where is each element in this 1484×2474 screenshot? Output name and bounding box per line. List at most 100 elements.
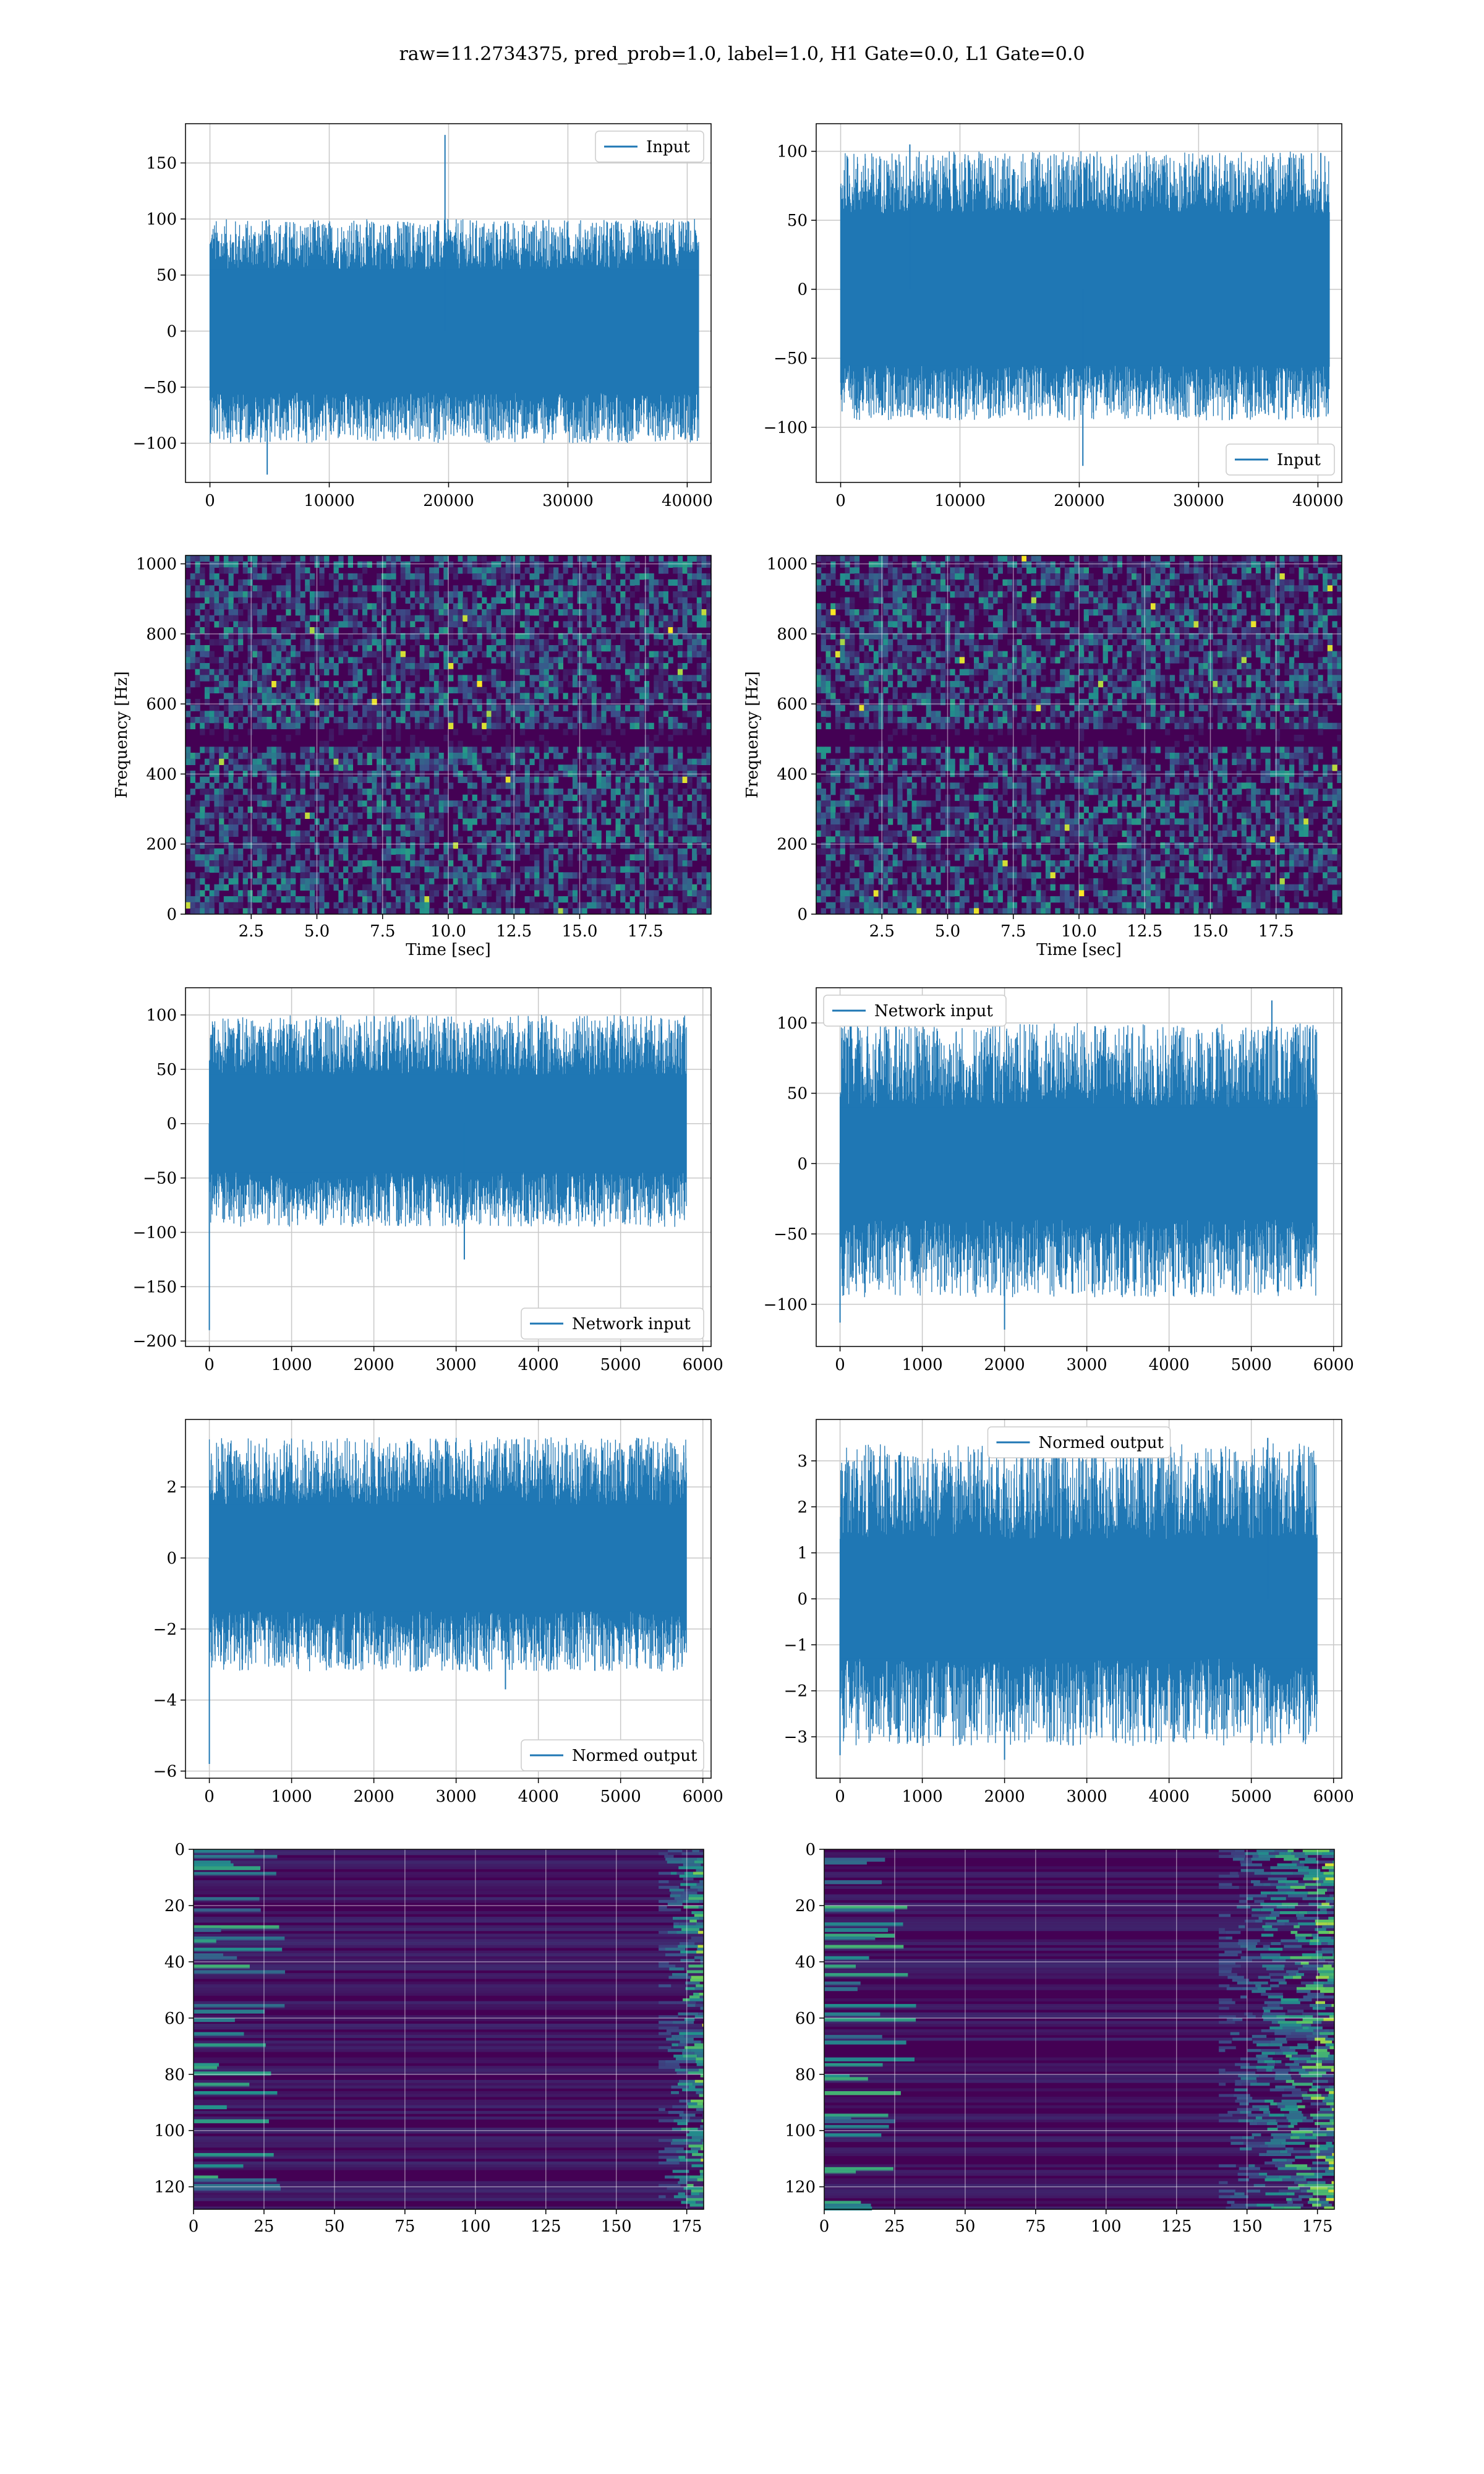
heatmap-cell — [267, 687, 272, 693]
heatmap-cell — [472, 729, 477, 735]
heatmap-cell — [291, 681, 296, 688]
heatmap-cell — [696, 603, 702, 610]
heatmap-cell — [228, 830, 234, 837]
heatmap-cell — [615, 609, 621, 616]
heatmap-cell — [524, 603, 530, 610]
heatmap-cell — [568, 722, 573, 729]
heatmap-cell — [386, 722, 391, 729]
heatmap-cell — [634, 890, 640, 897]
heatmap-cell — [1041, 573, 1046, 580]
heatmap-cell — [582, 681, 587, 688]
heatmap-cell — [558, 842, 563, 849]
heatmap-cell — [591, 758, 597, 765]
heatmap-cell — [869, 591, 874, 598]
heatmap-cell — [1155, 567, 1161, 574]
heatmap-cell — [1026, 609, 1032, 616]
heatmap-cell — [558, 753, 563, 760]
heatmap-cell — [300, 860, 305, 867]
heatmap-cell — [1098, 555, 1104, 562]
heatmap-cell — [271, 872, 277, 879]
heatmap-cell — [692, 800, 697, 807]
heatmap-cell — [453, 771, 458, 777]
heatmap-cell — [314, 842, 320, 849]
heatmap-cell — [352, 609, 358, 616]
heatmap-cell — [524, 800, 530, 807]
heatmap-cell — [448, 675, 454, 682]
heatmap-cell — [267, 711, 272, 717]
heatmap-cell — [357, 693, 363, 700]
heatmap-cell — [687, 615, 693, 622]
heatmap-cell — [539, 651, 545, 657]
heatmap-cell — [267, 818, 272, 825]
heatmap-cell — [204, 591, 210, 598]
heatmap-cell — [190, 717, 195, 724]
heatmap-cell — [209, 704, 215, 711]
heatmap-cell — [433, 681, 440, 688]
heatmap-cell — [878, 621, 884, 628]
heatmap-cell — [348, 807, 353, 813]
heatmap-cell — [659, 824, 664, 831]
heatmap-cell — [491, 711, 497, 717]
heatmap-cell — [553, 597, 559, 604]
heatmap-cell — [821, 561, 826, 568]
heatmap-cell — [271, 866, 277, 873]
heatmap-cell — [1031, 615, 1036, 622]
heatmap-cell — [309, 597, 315, 604]
heatmap-cell — [295, 657, 301, 664]
heatmap-cell — [668, 812, 673, 819]
heatmap-cell — [453, 824, 458, 831]
heatmap-cell — [276, 818, 282, 825]
heatmap-cell — [448, 872, 454, 879]
heatmap-cell — [300, 615, 305, 622]
heatmap-cell — [529, 884, 535, 891]
heatmap-cell — [381, 758, 387, 765]
heatmap-cell — [1308, 615, 1314, 622]
heatmap-cell — [219, 824, 224, 831]
heatmap-cell — [663, 848, 668, 855]
heatmap-cell — [200, 764, 205, 771]
heatmap-cell — [955, 573, 960, 580]
heatmap-cell — [195, 603, 200, 610]
heatmap-cell — [467, 627, 473, 634]
heatmap-cell — [429, 621, 435, 628]
x-tick-label: 40000 — [1292, 492, 1344, 510]
heatmap-cell — [333, 776, 339, 783]
heatmap-cell — [195, 753, 200, 760]
heatmap-cell — [1193, 615, 1199, 622]
heatmap-cell — [563, 609, 568, 616]
heatmap-cell — [501, 764, 506, 771]
heatmap-cell — [644, 633, 650, 640]
heatmap-cell — [548, 872, 554, 879]
heatmap-cell — [186, 807, 191, 813]
heatmap-cell — [381, 585, 387, 592]
heatmap-cell — [367, 812, 372, 819]
heatmap-cell — [610, 645, 616, 652]
spectrogram-h1-chart: 2.5 5.0 7.5 10.0 12.5 15.0 17.5020040060080010… — [113, 555, 712, 959]
heatmap-cell — [625, 704, 631, 711]
heatmap-cell — [1093, 603, 1099, 610]
heatmap-cell — [615, 782, 621, 789]
heatmap-cell — [472, 597, 477, 604]
heatmap-cell — [649, 753, 654, 760]
heatmap-cell — [219, 639, 224, 646]
heatmap-cell — [687, 639, 693, 646]
heatmap-cell — [438, 615, 444, 622]
heatmap-cell — [328, 860, 335, 867]
heatmap-cell — [663, 669, 668, 675]
heatmap-cell — [448, 567, 454, 574]
heatmap-cell — [410, 860, 416, 867]
heatmap-cell — [606, 782, 612, 789]
heatmap-cell — [328, 645, 335, 652]
heatmap-cell — [553, 896, 559, 903]
heatmap-cell — [314, 645, 320, 652]
heatmap-cell — [1012, 615, 1018, 622]
heatmap-cell — [438, 818, 444, 825]
heatmap-cell — [262, 818, 267, 825]
heatmap-cell — [438, 609, 444, 616]
y-tick-label: 1000 — [136, 555, 177, 574]
heatmap-cell — [668, 633, 673, 640]
heatmap-cell — [687, 884, 693, 891]
heatmap-cell — [496, 657, 501, 664]
heatmap-cell — [491, 884, 497, 891]
heatmap-cell — [281, 615, 286, 622]
